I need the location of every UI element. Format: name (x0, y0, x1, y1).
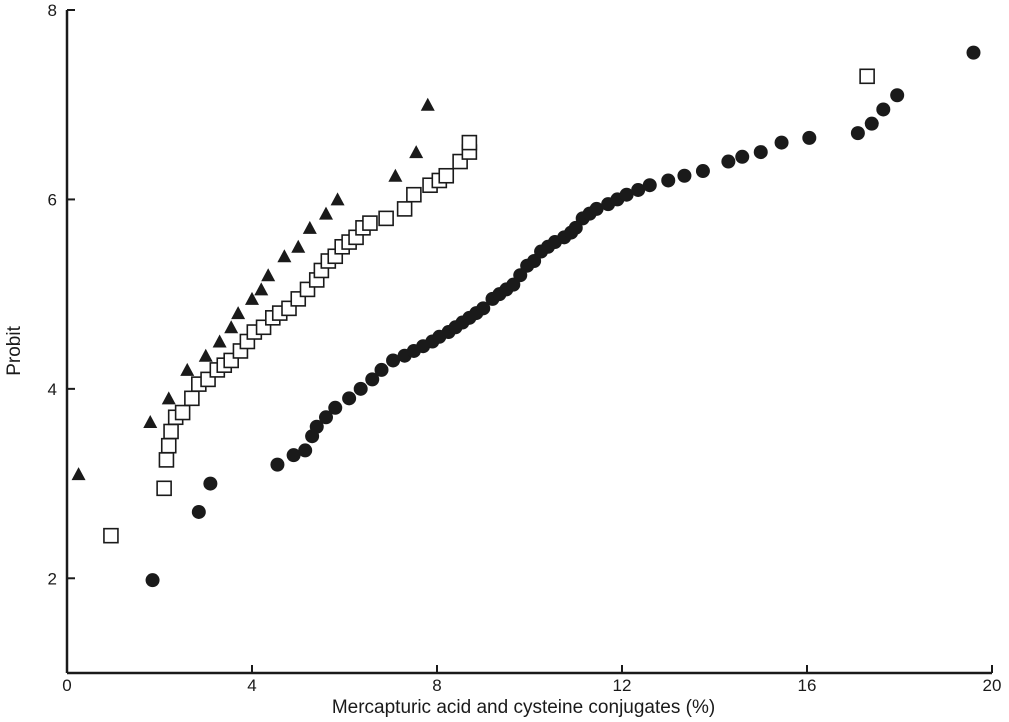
square-point (184, 390, 200, 407)
circle-point (191, 504, 206, 519)
circle-point (735, 149, 750, 164)
axes (65, 10, 992, 675)
triangle-point (143, 415, 158, 429)
triangle-point (245, 291, 259, 305)
circle-point (386, 353, 401, 368)
circle-point (619, 187, 634, 202)
triangle-point (180, 362, 195, 376)
circle-point (298, 443, 313, 458)
triangle-point (409, 145, 424, 159)
triangle-point (277, 249, 292, 263)
y-axis-title: Probit (4, 325, 25, 375)
square-point (461, 134, 478, 151)
square-point (406, 186, 422, 203)
circle-point (864, 116, 879, 131)
filled-triangle-series (71, 97, 435, 481)
square-point (438, 167, 455, 184)
y-ticks: 2 4 6 8 (48, 1, 75, 588)
circle-point (721, 154, 736, 169)
y-tick-label: 8 (48, 1, 57, 20)
circle-point (850, 126, 865, 141)
circle-point (642, 178, 657, 193)
circle-point (774, 135, 789, 150)
plot-marks (71, 45, 981, 588)
circle-point (353, 381, 368, 396)
square-point (362, 215, 378, 231)
circle-point (145, 573, 160, 588)
square-point (396, 201, 413, 217)
triangle-point (198, 348, 213, 362)
square-point (378, 210, 394, 227)
circle-point (342, 391, 357, 406)
triangle-point (302, 220, 317, 234)
x-tick-label: 0 (62, 676, 71, 695)
x-tick-label: 8 (432, 676, 441, 695)
triangle-point (161, 391, 176, 405)
triangle-point (291, 239, 306, 253)
circle-point (309, 419, 324, 434)
triangle-point (420, 97, 435, 111)
circle-point (476, 301, 491, 316)
circle-point (203, 476, 218, 491)
square-point (174, 404, 191, 421)
triangle-point (231, 306, 246, 320)
circle-point (661, 173, 676, 188)
triangle-point (254, 282, 269, 296)
triangle-point (261, 268, 276, 282)
triangle-point (388, 168, 403, 182)
circle-point (365, 372, 380, 387)
circle-point (802, 130, 817, 145)
circle-point (631, 182, 646, 197)
open-square-series (103, 68, 875, 544)
x-tick-label: 4 (247, 676, 256, 695)
y-tick-label: 6 (48, 190, 57, 209)
triangle-point (224, 320, 239, 334)
triangle-point (71, 467, 86, 481)
circle-point (328, 400, 343, 415)
square-point (160, 437, 177, 454)
circle-point (270, 457, 285, 472)
circle-point (890, 88, 905, 103)
x-axis-title: Mercapturic acid and cysteine conjugates… (332, 697, 715, 718)
square-point (156, 480, 172, 497)
x-tick-label: 16 (798, 676, 817, 695)
circle-point (876, 102, 891, 117)
filled-circle-series (145, 45, 981, 588)
square-point (163, 423, 179, 440)
x-ticks: 0 4 8 12 16 20 (62, 665, 1001, 695)
square-point (158, 452, 175, 468)
triangle-point (330, 192, 345, 206)
circle-point (589, 201, 604, 216)
circle-point (966, 45, 981, 60)
circle-point (286, 448, 301, 463)
x-tick-label: 12 (613, 676, 632, 695)
circle-point (374, 362, 389, 377)
triangle-point (319, 206, 333, 220)
x-tick-label: 20 (983, 676, 1002, 695)
triangle-point (212, 334, 227, 348)
circle-point (695, 164, 710, 179)
circle-point (677, 168, 692, 183)
circle-point (319, 410, 333, 425)
y-tick-label: 4 (48, 380, 57, 399)
circle-point (753, 145, 768, 160)
square-point (859, 68, 875, 85)
y-tick-label: 2 (48, 569, 57, 588)
square-point (103, 527, 119, 544)
